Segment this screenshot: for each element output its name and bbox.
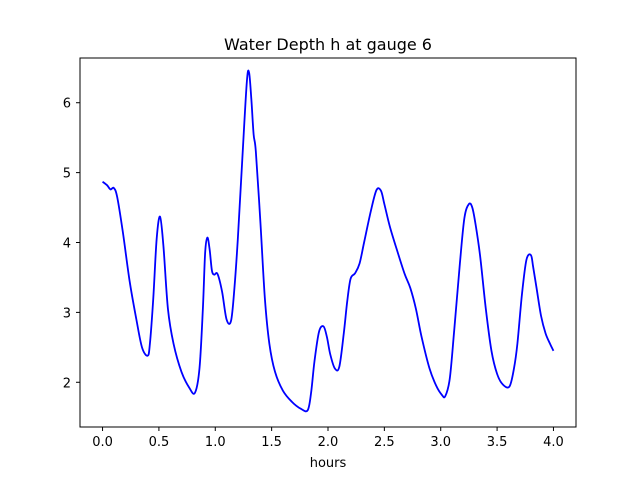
x-tick-label: 2.0 [318,435,339,450]
y-tick-label: 6 [63,97,71,112]
series-layer [101,69,555,413]
y-tick-label: 5 [63,167,71,182]
series-line-0 [101,69,555,413]
y-tick-label: 4 [63,237,71,252]
chart-title: Water Depth h at gauge 6 [224,35,432,54]
x-tick-label: 0.5 [149,435,170,450]
x-axis-ticks: 0.0 0.5 1.0 1.5 2.0 2.5 3.0 3.5 4.0 [92,427,564,450]
y-tick-label: 2 [63,376,71,391]
x-tick-label: 3.5 [487,435,508,450]
plot-frame [79,57,577,428]
x-tick-label: 1.0 [205,435,226,450]
x-tick-label: 0.0 [92,435,113,450]
y-tick-label: 3 [63,306,71,321]
x-tick-label: 3.0 [430,435,451,450]
x-tick-label: 4.0 [543,435,564,450]
y-axis-ticks: 2 3 4 5 6 [63,97,80,391]
x-tick-label: 2.5 [374,435,395,450]
x-axis-title: hours [310,456,347,471]
x-tick-label: 1.5 [261,435,282,450]
